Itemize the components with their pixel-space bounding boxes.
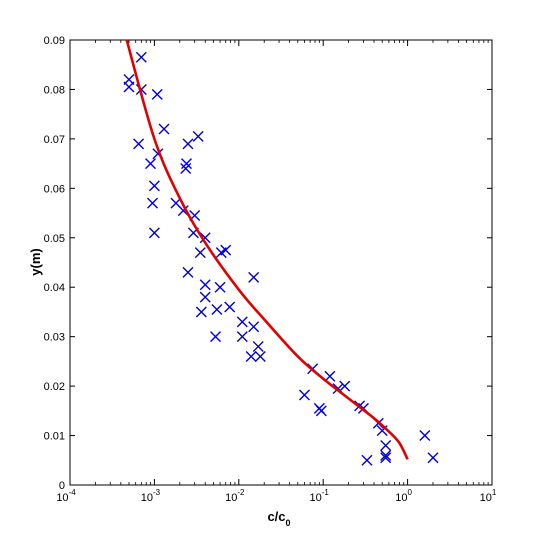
data-point	[210, 331, 222, 343]
data-point	[252, 341, 264, 353]
x-axis-title-main: c/c	[267, 509, 285, 524]
x-tick-label: 10-2	[225, 488, 245, 504]
fit-curve	[125, 39, 409, 460]
data-point	[148, 180, 160, 192]
x-tick-label: 10-4	[56, 488, 76, 504]
data-point	[199, 279, 211, 291]
y-tick-label: 0.02	[44, 381, 65, 393]
data-point	[224, 301, 236, 313]
data-point	[148, 227, 160, 239]
plot-area	[69, 39, 493, 486]
y-tick-label: 0.01	[44, 431, 65, 443]
data-point	[180, 163, 192, 175]
data-point	[380, 439, 392, 451]
y-tick-label: 0.09	[44, 35, 65, 47]
axis-ticks: 0 0.01 0.02 0.03 0.04 0.05 0.06 0.07 0.08 0.09 10-…	[44, 35, 497, 504]
data-point	[298, 389, 310, 401]
data-point	[339, 380, 351, 392]
data-point	[214, 281, 226, 293]
y-tick-label: 0.04	[44, 282, 65, 294]
data-point	[158, 123, 170, 135]
data-point	[361, 454, 373, 466]
y-axis-title: y(m)	[28, 248, 43, 275]
data-point	[324, 370, 336, 382]
data-point	[195, 306, 207, 318]
data-point	[199, 232, 211, 244]
y-tick-label: 0.03	[44, 332, 65, 344]
x-axis-title-subscript: 0	[286, 518, 291, 528]
data-point	[315, 405, 327, 417]
data-point	[254, 350, 266, 362]
data-point	[211, 303, 223, 315]
y-tick-label: 0.06	[44, 183, 65, 195]
data-point	[194, 247, 206, 259]
data-point	[135, 51, 147, 63]
y-tick-label: 0.07	[44, 134, 65, 146]
data-point	[199, 291, 211, 303]
y-tick-label: 0	[59, 480, 65, 492]
x-tick-label: 10-1	[310, 488, 330, 504]
data-point	[133, 138, 145, 150]
data-point	[236, 331, 248, 343]
y-tick-label: 0.08	[44, 84, 65, 96]
fit-curve-series	[125, 39, 409, 460]
data-point	[123, 81, 135, 93]
data-point	[182, 138, 194, 150]
data-point	[245, 350, 257, 362]
data-point	[236, 316, 248, 328]
x-axis-title: c/c0	[267, 509, 290, 528]
x-tick-label: 10-3	[141, 488, 161, 504]
data-point	[427, 452, 439, 464]
data-point	[145, 158, 157, 170]
data-point	[182, 266, 194, 278]
data-point	[220, 244, 232, 256]
data-point	[419, 430, 431, 442]
x-tick-label: 100	[395, 488, 412, 504]
data-point	[248, 271, 260, 283]
data-point	[151, 88, 163, 100]
data-point	[248, 321, 260, 333]
x-tick-label: 101	[480, 488, 497, 504]
y-tick-label: 0.05	[44, 233, 65, 245]
data-point	[192, 130, 204, 142]
data-point	[380, 452, 392, 464]
data-point	[380, 449, 392, 461]
data-point	[147, 197, 159, 209]
scatter-series	[123, 51, 439, 466]
